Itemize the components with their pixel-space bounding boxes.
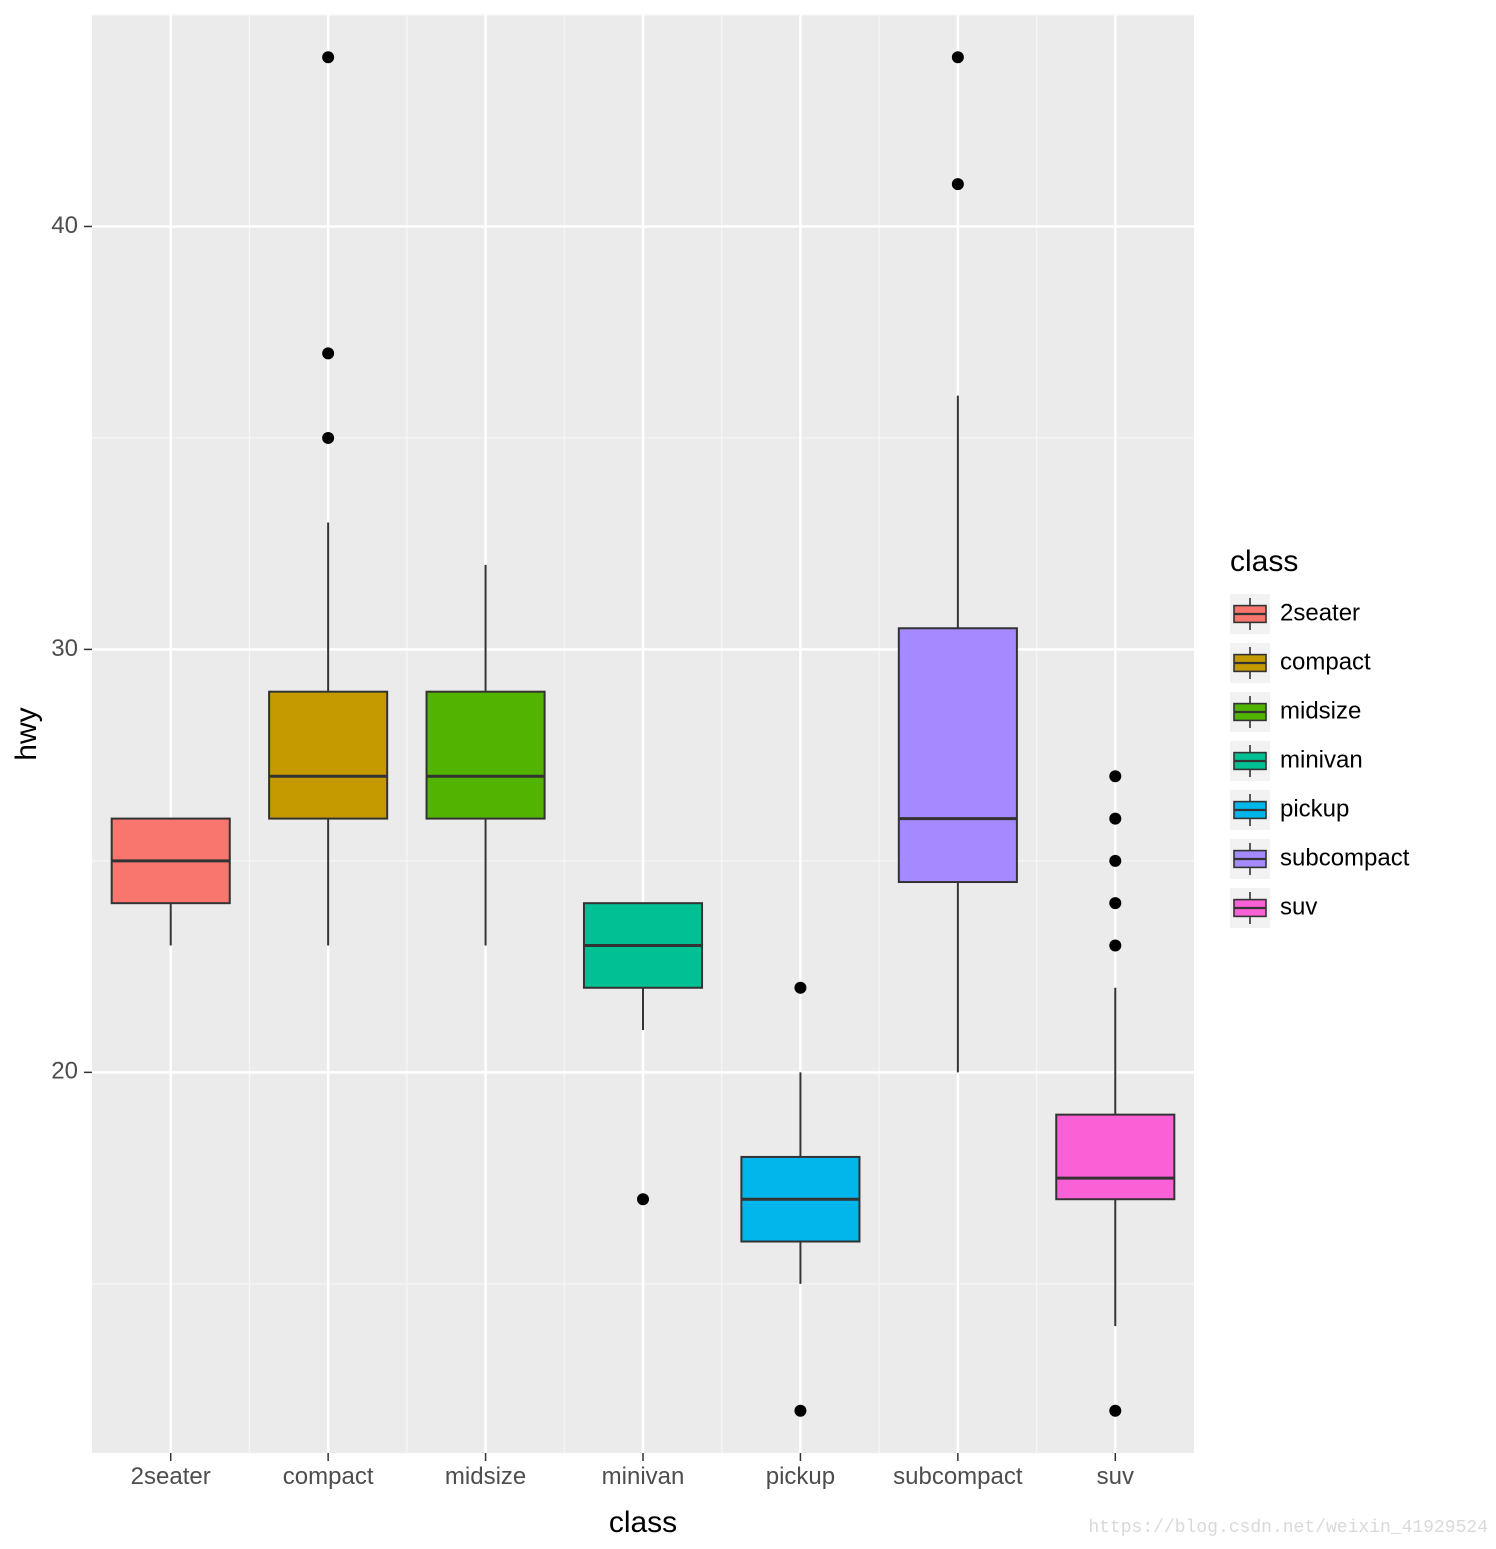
outlier-point xyxy=(1109,813,1121,825)
x-tick-label: suv xyxy=(1097,1463,1134,1490)
y-axis-title: hwy xyxy=(10,707,43,760)
watermark-text: https://blog.csdn.net/weixin_41929524 xyxy=(1088,1518,1488,1538)
outlier-point xyxy=(322,51,334,63)
box-rect xyxy=(269,692,387,819)
y-tick-label: 30 xyxy=(51,635,78,662)
box-rect xyxy=(427,692,545,819)
legend-label: 2seater xyxy=(1280,599,1360,626)
outlier-point xyxy=(1109,855,1121,867)
outlier-point xyxy=(794,1405,806,1417)
outlier-point xyxy=(1109,770,1121,782)
legend-label: midsize xyxy=(1280,697,1361,724)
legend-label: pickup xyxy=(1280,795,1349,822)
box-rect xyxy=(899,628,1017,882)
x-axis-title: class xyxy=(609,1506,677,1539)
x-tick-label: minivan xyxy=(602,1463,685,1490)
outlier-point xyxy=(1109,897,1121,909)
outlier-point xyxy=(637,1193,649,1205)
x-tick-label: subcompact xyxy=(893,1463,1023,1490)
chart-container: 20 30 40 hwy 2seater compact midsize minivan pic… xyxy=(0,0,1496,1544)
y-tick-label: 40 xyxy=(51,212,78,239)
outlier-point xyxy=(794,982,806,994)
legend-title: class xyxy=(1230,545,1298,578)
outlier-point xyxy=(952,51,964,63)
x-tick-label: pickup xyxy=(766,1463,835,1490)
y-tick-label: 20 xyxy=(51,1058,78,1085)
x-tick-label: compact xyxy=(283,1463,374,1490)
legend-label: suv xyxy=(1280,893,1317,920)
x-tick-label: 2seater xyxy=(131,1463,211,1490)
outlier-point xyxy=(322,432,334,444)
outlier-point xyxy=(322,347,334,359)
outlier-point xyxy=(952,178,964,190)
legend-label: compact xyxy=(1280,648,1371,675)
legend-label: subcompact xyxy=(1280,844,1410,871)
boxplot-svg: 20 30 40 hwy 2seater compact midsize minivan pic… xyxy=(0,0,1496,1544)
legend: class 2seater compact midsize minivan pickup s… xyxy=(1230,545,1410,928)
outlier-point xyxy=(1109,939,1121,951)
outlier-point xyxy=(1109,1405,1121,1417)
box-rect xyxy=(1056,1115,1174,1200)
legend-label: minivan xyxy=(1280,746,1363,773)
x-tick-label: midsize xyxy=(445,1463,526,1490)
